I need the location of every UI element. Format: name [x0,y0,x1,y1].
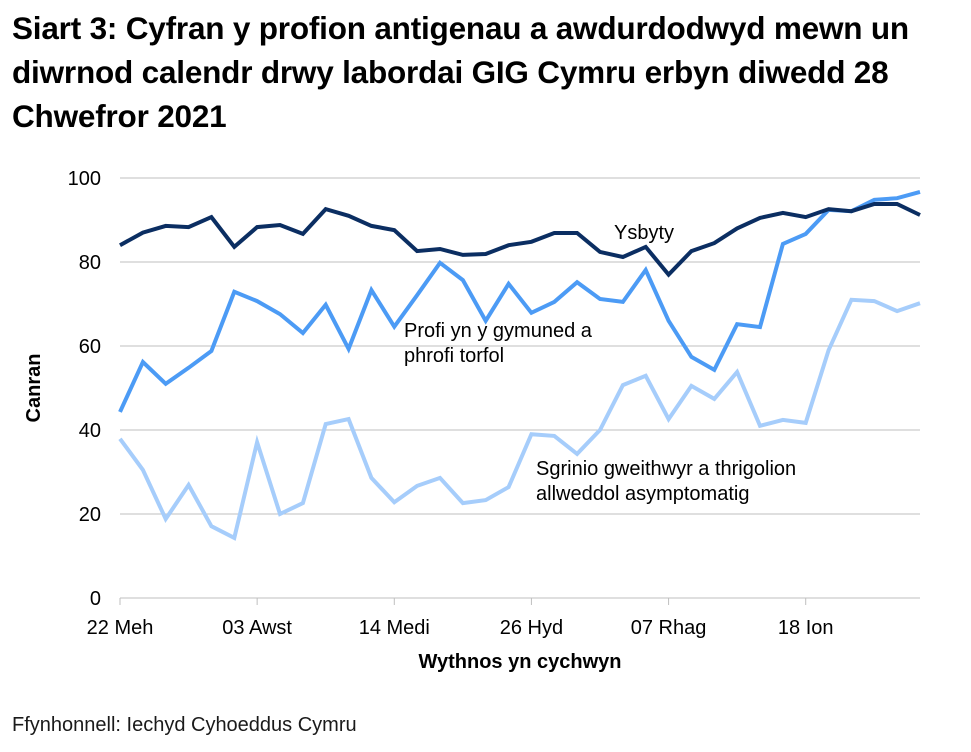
series-label: Profi yn y gymuned a [404,320,593,342]
x-axis-title: Wythnos yn cychwyn [418,651,621,673]
x-tick-label: 07 Rhag [631,617,707,639]
y-axis-title: Canran [23,354,45,423]
y-tick-label: 60 [79,336,101,358]
x-tick-label: 14 Medi [359,617,430,639]
series-label: Sgrinio gweithwyr a thrigolion [536,458,796,480]
series-label: allweddol asymptomatig [536,483,749,505]
line-chart: 0 20 40 60 80 100 22 Meh 03 Awst 14 Medi 26 Hyd 0… [23,168,921,673]
source-note: Ffynhonnell: Iechyd Cyhoeddus Cymru [12,714,357,736]
series-label: Ysbyty [614,222,674,244]
y-axis-ticks: 0 20 40 60 80 100 [68,168,101,610]
gridlines [120,177,920,599]
series-line-ysbyty [119,202,921,278]
series-line-profi [118,189,921,413]
y-tick-label: 0 [90,588,101,610]
x-tick-label: 03 Awst [222,617,292,639]
y-tick-label: 100 [68,168,101,190]
x-tick-label: 18 Ion [778,617,834,639]
x-tick-label: 26 Hyd [500,617,563,639]
series-lines [118,189,921,541]
chart-title: Siart 3: Cyfran y profion antigenau a aw… [12,10,909,134]
x-tick-label: 22 Meh [87,617,154,639]
y-tick-label: 80 [79,252,101,274]
series-label: phrofi torfol [404,345,504,367]
series-line-sgrinio [118,297,921,541]
x-axis: 22 Meh 03 Awst 14 Medi 26 Hyd 07 Rhag 18 Ion [87,598,834,639]
series-labels: Ysbyty Profi yn y gymuned a phrofi torfol S… [404,222,796,505]
y-tick-label: 40 [79,420,101,442]
y-tick-label: 20 [79,504,101,526]
